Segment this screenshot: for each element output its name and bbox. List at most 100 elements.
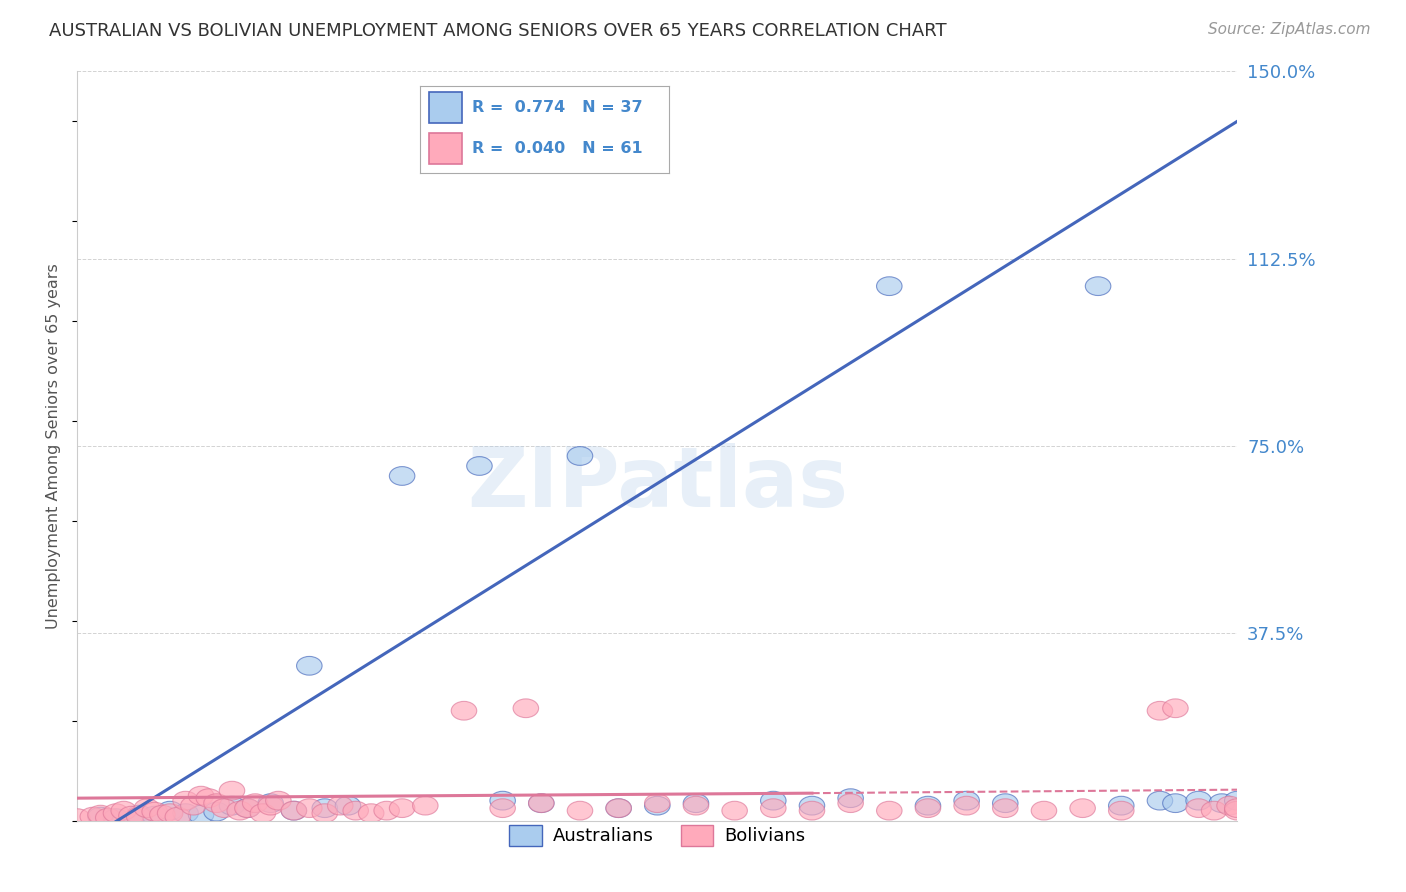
Ellipse shape [188,787,214,805]
Ellipse shape [343,801,368,820]
Ellipse shape [1216,797,1243,815]
Ellipse shape [489,791,516,810]
Ellipse shape [65,809,90,828]
Ellipse shape [103,804,129,822]
Ellipse shape [761,799,786,818]
Ellipse shape [451,701,477,720]
Ellipse shape [219,797,245,815]
Text: ZIPatlas: ZIPatlas [467,443,848,524]
Ellipse shape [257,797,284,815]
Ellipse shape [297,799,322,818]
Ellipse shape [838,794,863,813]
Ellipse shape [915,797,941,815]
Ellipse shape [1225,799,1250,818]
Ellipse shape [876,801,903,820]
Ellipse shape [211,799,238,818]
Ellipse shape [103,809,129,828]
Ellipse shape [257,794,284,813]
Ellipse shape [489,799,516,818]
Ellipse shape [328,797,353,815]
Ellipse shape [1201,801,1227,820]
Ellipse shape [250,804,276,822]
Ellipse shape [1108,801,1135,820]
Ellipse shape [157,801,183,820]
Ellipse shape [335,797,361,815]
Ellipse shape [1147,791,1173,810]
Ellipse shape [1225,801,1250,820]
Ellipse shape [142,802,167,821]
Ellipse shape [87,805,114,824]
Ellipse shape [173,791,198,810]
Ellipse shape [1185,799,1212,818]
Ellipse shape [606,799,631,818]
Ellipse shape [374,801,399,820]
Ellipse shape [96,808,121,827]
Ellipse shape [761,791,786,810]
Ellipse shape [799,797,825,815]
Ellipse shape [1147,701,1173,720]
Ellipse shape [281,801,307,820]
Ellipse shape [412,797,439,815]
Ellipse shape [838,789,863,807]
Ellipse shape [118,806,145,825]
Ellipse shape [80,807,105,826]
Legend: Australians, Bolivians: Australians, Bolivians [502,818,813,853]
Ellipse shape [1108,797,1135,815]
Ellipse shape [644,797,671,815]
Ellipse shape [529,794,554,813]
Text: AUSTRALIAN VS BOLIVIAN UNEMPLOYMENT AMONG SENIORS OVER 65 YEARS CORRELATION CHAR: AUSTRALIAN VS BOLIVIAN UNEMPLOYMENT AMON… [49,22,946,40]
Ellipse shape [467,457,492,475]
Ellipse shape [127,805,152,824]
Y-axis label: Unemployment Among Seniors over 65 years: Unemployment Among Seniors over 65 years [46,263,62,629]
Ellipse shape [134,799,160,818]
Ellipse shape [915,799,941,818]
Ellipse shape [606,799,631,818]
Ellipse shape [297,657,322,675]
Ellipse shape [312,804,337,822]
Ellipse shape [389,467,415,485]
Ellipse shape [204,794,229,813]
Ellipse shape [226,801,253,820]
Ellipse shape [180,797,207,815]
Ellipse shape [173,804,198,822]
Ellipse shape [165,807,191,826]
Ellipse shape [389,799,415,818]
Ellipse shape [188,805,214,824]
Ellipse shape [953,791,980,810]
Text: Source: ZipAtlas.com: Source: ZipAtlas.com [1208,22,1371,37]
Ellipse shape [529,794,554,813]
Ellipse shape [142,806,167,825]
Ellipse shape [1031,801,1057,820]
Ellipse shape [1163,794,1188,813]
Ellipse shape [1225,791,1250,810]
Ellipse shape [127,807,152,826]
Ellipse shape [111,801,136,820]
Ellipse shape [683,797,709,815]
Ellipse shape [567,801,593,820]
Ellipse shape [993,794,1018,813]
Ellipse shape [1185,791,1212,810]
Ellipse shape [683,794,709,813]
Ellipse shape [567,447,593,466]
Ellipse shape [876,277,903,295]
Ellipse shape [204,802,229,821]
Ellipse shape [157,804,183,822]
Ellipse shape [87,807,114,826]
Ellipse shape [281,801,307,820]
Ellipse shape [219,781,245,800]
Ellipse shape [312,799,337,818]
Ellipse shape [242,794,269,813]
Ellipse shape [266,791,291,810]
Ellipse shape [993,799,1018,818]
Ellipse shape [513,699,538,717]
Ellipse shape [1163,699,1188,717]
Ellipse shape [644,794,671,813]
Ellipse shape [149,805,176,824]
Ellipse shape [721,801,748,820]
Ellipse shape [235,799,260,818]
Ellipse shape [359,804,384,822]
Ellipse shape [195,789,222,807]
Ellipse shape [953,797,980,815]
Ellipse shape [1085,277,1111,295]
Ellipse shape [1070,799,1095,818]
